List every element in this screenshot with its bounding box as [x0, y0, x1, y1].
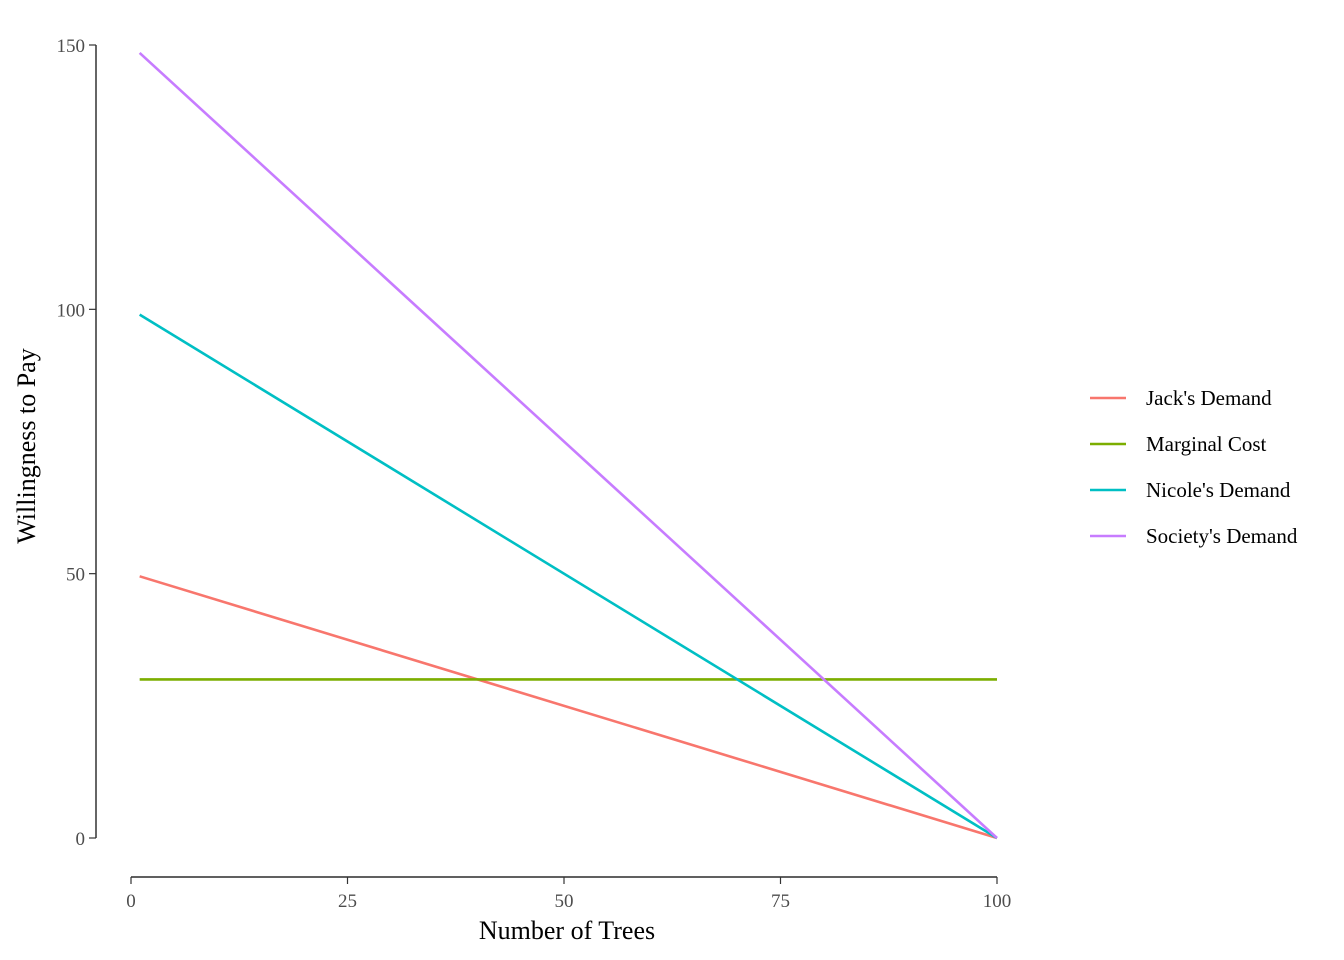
y-axis-title: Willingness to Pay	[12, 348, 41, 543]
x-axis-title: Number of Trees	[479, 916, 655, 945]
x-tick-label: 75	[771, 891, 790, 912]
y-tick-label: 50	[66, 565, 85, 586]
legend-label-2: Nicole's Demand	[1146, 478, 1291, 502]
x-tick-label: 0	[126, 891, 136, 912]
legend-label-3: Society's Demand	[1146, 524, 1298, 548]
x-tick-label: 100	[983, 891, 1012, 912]
series-line-3	[138, 51, 998, 839]
x-tick-label: 50	[555, 891, 574, 912]
legend-label-0: Jack's Demand	[1146, 386, 1272, 410]
series-line-0	[139, 575, 998, 840]
series-line-2	[138, 313, 998, 840]
axes: 0 50 100 150 0 25 50 75 100	[57, 36, 1012, 912]
legend: Jack's Demand Marginal Cost Nicole's Deman…	[1090, 386, 1298, 548]
x-tick-label: 25	[338, 891, 357, 912]
y-tick-label: 100	[57, 300, 86, 321]
plot-lines	[138, 51, 998, 840]
y-tick-label: 0	[76, 829, 86, 850]
y-tick-label: 150	[57, 36, 86, 57]
legend-label-1: Marginal Cost	[1146, 432, 1267, 456]
